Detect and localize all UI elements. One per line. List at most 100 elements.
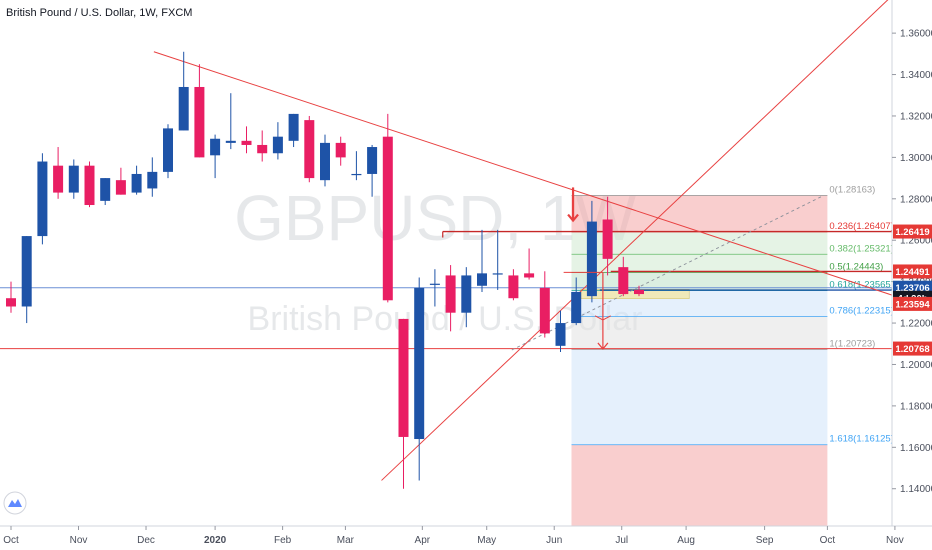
candle-body: [492, 273, 503, 275]
price-badge: [893, 341, 932, 356]
time-tick-label: 2020: [204, 535, 227, 546]
candle-body: [398, 318, 409, 437]
price-tick-label: 1.36000: [900, 29, 932, 40]
time-tick-label: Feb: [274, 535, 292, 546]
time-tick-label: Oct: [820, 535, 836, 546]
candle-body: [257, 144, 268, 154]
candle-body: [37, 161, 48, 237]
candle-body: [131, 173, 142, 193]
price-tick-label: 1.30000: [900, 153, 932, 164]
price-tick-label: 1.26000: [900, 236, 932, 247]
time-tick-label: Jul: [615, 535, 628, 546]
price-tick-label: 1.34000: [900, 70, 932, 81]
price-badge-label: 1.26419: [895, 227, 929, 238]
candle-body: [178, 86, 189, 131]
ascending-trendline: [381, 0, 889, 481]
candle-body: [115, 180, 126, 195]
candle-body: [335, 142, 346, 158]
candle-body: [53, 165, 64, 193]
fib-level-label: 0.786(1.22315): [829, 306, 893, 317]
candle-body: [445, 275, 456, 313]
time-tick-label: Aug: [677, 535, 695, 546]
price-tick-label: 1.14000: [900, 484, 932, 495]
fib-level-label: 1.618(1.16125): [829, 434, 893, 445]
time-tick-label: Dec: [137, 535, 155, 546]
candle-body: [100, 178, 111, 201]
candle-body: [147, 171, 158, 189]
fib-zone-0-236: [571, 195, 828, 232]
candle-body: [634, 289, 644, 295]
time-tick-label: Nov: [70, 535, 88, 546]
candle-body: [163, 128, 173, 172]
candle-body: [477, 273, 487, 286]
candle-body: [288, 113, 299, 141]
time-tick-label: Sep: [756, 535, 774, 546]
candle-body: [508, 275, 519, 299]
candle-body: [304, 120, 315, 179]
fib-level-label: 0.382(1.25321): [829, 243, 893, 254]
fib-level-label: 0(1.28163): [829, 184, 875, 195]
candle-body: [429, 283, 440, 285]
candle-body: [461, 275, 472, 313]
candle-body: [21, 236, 32, 307]
short-arrow-head: [567, 213, 579, 223]
fib-zone-382-5: [571, 254, 828, 273]
time-tick-label: May: [477, 535, 496, 546]
mid-arrow-head: [594, 315, 611, 321]
candle-body: [602, 219, 613, 259]
candle-body: [320, 142, 330, 181]
time-tick-label: Nov: [886, 535, 904, 546]
price-tick-label: 1.20000: [900, 360, 932, 371]
candle-body: [272, 136, 283, 154]
price-badge: [893, 224, 932, 239]
fib-level-label: 0.236(1.26407): [829, 221, 893, 232]
fib-zone-5-618: [571, 272, 828, 291]
time-tick-label: Jun: [546, 535, 562, 546]
price-badge-label: 1.23706: [895, 283, 929, 294]
candle-body: [241, 140, 252, 145]
fib-zone-below-1618: [571, 444, 828, 526]
time-axis: [0, 526, 932, 550]
logo-mountain: [8, 499, 22, 507]
candle-body: [539, 287, 550, 334]
price-tick-label: 1.22000: [900, 319, 932, 330]
candle-body: [524, 273, 535, 278]
candle-body: [586, 221, 597, 297]
price-tick-label: 1.32000: [900, 111, 932, 122]
logo-circle: [3, 491, 27, 515]
candle-body: [618, 267, 629, 295]
fib-level-label: 1(1.20723): [829, 339, 875, 350]
tradingview-logo-icon: [3, 491, 27, 515]
price-badge: [893, 264, 932, 279]
watermark-symbol: GBPUSD, 1W: [234, 182, 636, 254]
candle-body: [84, 165, 95, 206]
time-tick-label: Mar: [337, 535, 355, 546]
candle-body: [351, 173, 362, 176]
fib-zone-1-1618: [571, 349, 828, 445]
price-badge-label: 1.23594: [895, 299, 930, 310]
price-badge: [893, 296, 932, 311]
descending-trendline: [153, 51, 893, 296]
candle-body: [555, 323, 566, 346]
candle-body: [367, 147, 378, 174]
chart-title: British Pound / U.S. Dollar, 1W, FXCM: [6, 7, 193, 19]
price-badge-label: 1.24491: [895, 267, 930, 278]
fib-zone-786-1: [571, 316, 828, 350]
candle-body: [194, 86, 205, 158]
candle-body: [571, 291, 582, 324]
candle-body: [210, 138, 221, 156]
fib-zone-236-382: [571, 231, 828, 255]
price-tick-label: 1.18000: [900, 401, 932, 412]
fib-level-label: 0.5(1.24443): [829, 261, 883, 272]
candle-body: [225, 140, 236, 143]
candle-body: [382, 136, 393, 301]
candle-body: [68, 165, 79, 193]
time-tick-label: Oct: [3, 535, 19, 546]
target-arrow-head: [597, 342, 609, 350]
candle-body: [414, 287, 425, 440]
price-tick-label: 1.16000: [900, 443, 932, 454]
price-badge-label: 1.20768: [895, 344, 929, 355]
time-tick-label: Apr: [415, 535, 431, 546]
candle-body: [6, 298, 16, 307]
